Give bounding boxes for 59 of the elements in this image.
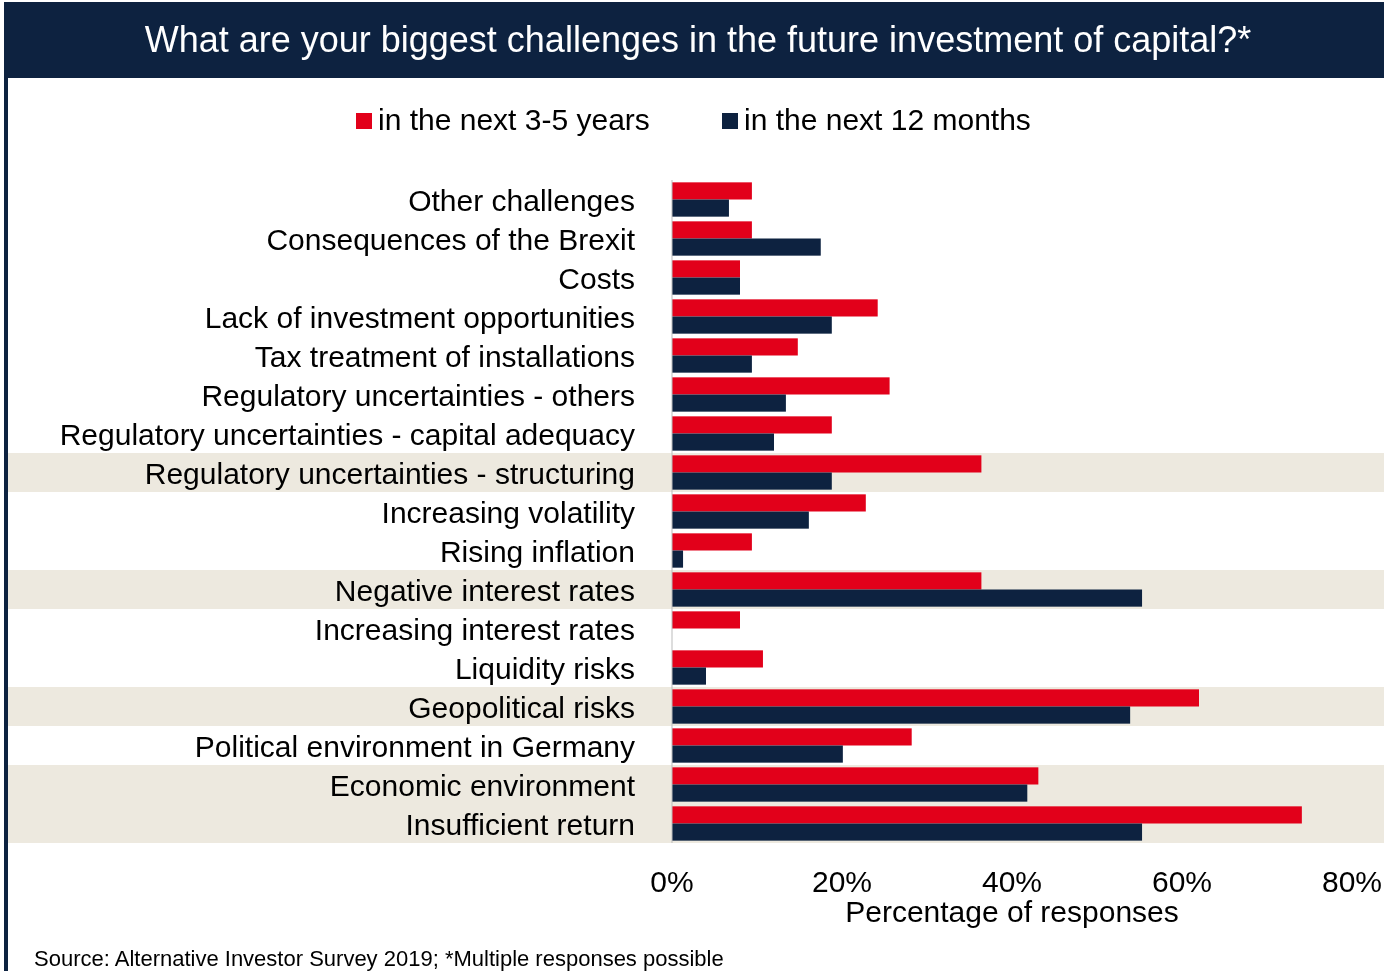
y-tick-label: Costs xyxy=(558,261,635,295)
y-tick-label: Lack of investment opportunities xyxy=(204,300,635,334)
bar xyxy=(672,433,774,451)
x-tick-label: 20% xyxy=(811,865,873,898)
y-tick-label: Economic environment xyxy=(329,768,636,802)
y-tick-label: Regulatory uncertainties - structuring xyxy=(144,456,635,490)
y-tick-label: Negative interest rates xyxy=(334,573,635,607)
y-tick-label: Regulatory uncertainties - capital adequacy xyxy=(59,417,635,451)
y-tick-label: Increasing volatility xyxy=(381,495,635,529)
bar xyxy=(672,706,1131,724)
bar xyxy=(672,377,890,395)
legend-label: in the next 3-5 years xyxy=(378,103,650,136)
bar xyxy=(672,455,982,473)
y-tick-label: Political environment in Germany xyxy=(194,729,635,763)
y-tick-label: Regulatory uncertainties - others xyxy=(201,378,635,412)
x-tick-label: 0% xyxy=(650,865,694,898)
bar xyxy=(672,221,752,239)
bar xyxy=(672,823,1143,841)
bar xyxy=(672,338,798,356)
bar xyxy=(672,806,1302,824)
source-note: Source: Alternative Investor Survey 2019; *Multiple responses possible xyxy=(34,946,724,971)
bar xyxy=(672,572,982,590)
bar xyxy=(672,182,752,200)
bar xyxy=(672,260,740,278)
bar xyxy=(672,611,740,629)
y-tick-label: Consequences of the Brexit xyxy=(266,222,636,256)
bar xyxy=(672,511,809,529)
bar xyxy=(672,416,832,434)
bar xyxy=(672,689,1199,707)
bar xyxy=(672,767,1039,785)
x-axis-title: Percentage of responses xyxy=(845,895,1179,928)
bar xyxy=(672,589,1143,607)
x-tick-label: 60% xyxy=(1151,865,1213,898)
bar xyxy=(672,533,752,551)
bar xyxy=(672,494,866,512)
y-tick-label: Tax treatment of installations xyxy=(254,339,635,373)
bar xyxy=(672,667,706,685)
y-tick-label: Geopolitical risks xyxy=(408,690,635,724)
x-tick-label: 40% xyxy=(981,865,1043,898)
bar xyxy=(672,299,878,317)
bar xyxy=(672,394,786,412)
y-tick-label: Increasing interest rates xyxy=(314,612,635,646)
bar xyxy=(672,355,752,373)
bar xyxy=(672,199,729,217)
bar xyxy=(672,316,832,334)
y-tick-label: Rising inflation xyxy=(439,534,635,568)
x-tick-label: 80% xyxy=(1321,865,1383,898)
bar xyxy=(672,238,821,256)
bar xyxy=(672,277,740,295)
y-tick-label: Liquidity risks xyxy=(454,651,635,685)
y-tick-label: Insufficient return xyxy=(405,807,635,841)
chart-title: What are your biggest challenges in the future investment of capital?* xyxy=(144,19,1252,60)
legend-label: in the next 12 months xyxy=(744,103,1031,136)
bar xyxy=(672,784,1028,802)
bar xyxy=(672,472,832,490)
bar xyxy=(672,650,763,668)
y-tick-label: Other challenges xyxy=(408,183,635,217)
bar xyxy=(672,745,843,763)
bar xyxy=(672,728,912,746)
